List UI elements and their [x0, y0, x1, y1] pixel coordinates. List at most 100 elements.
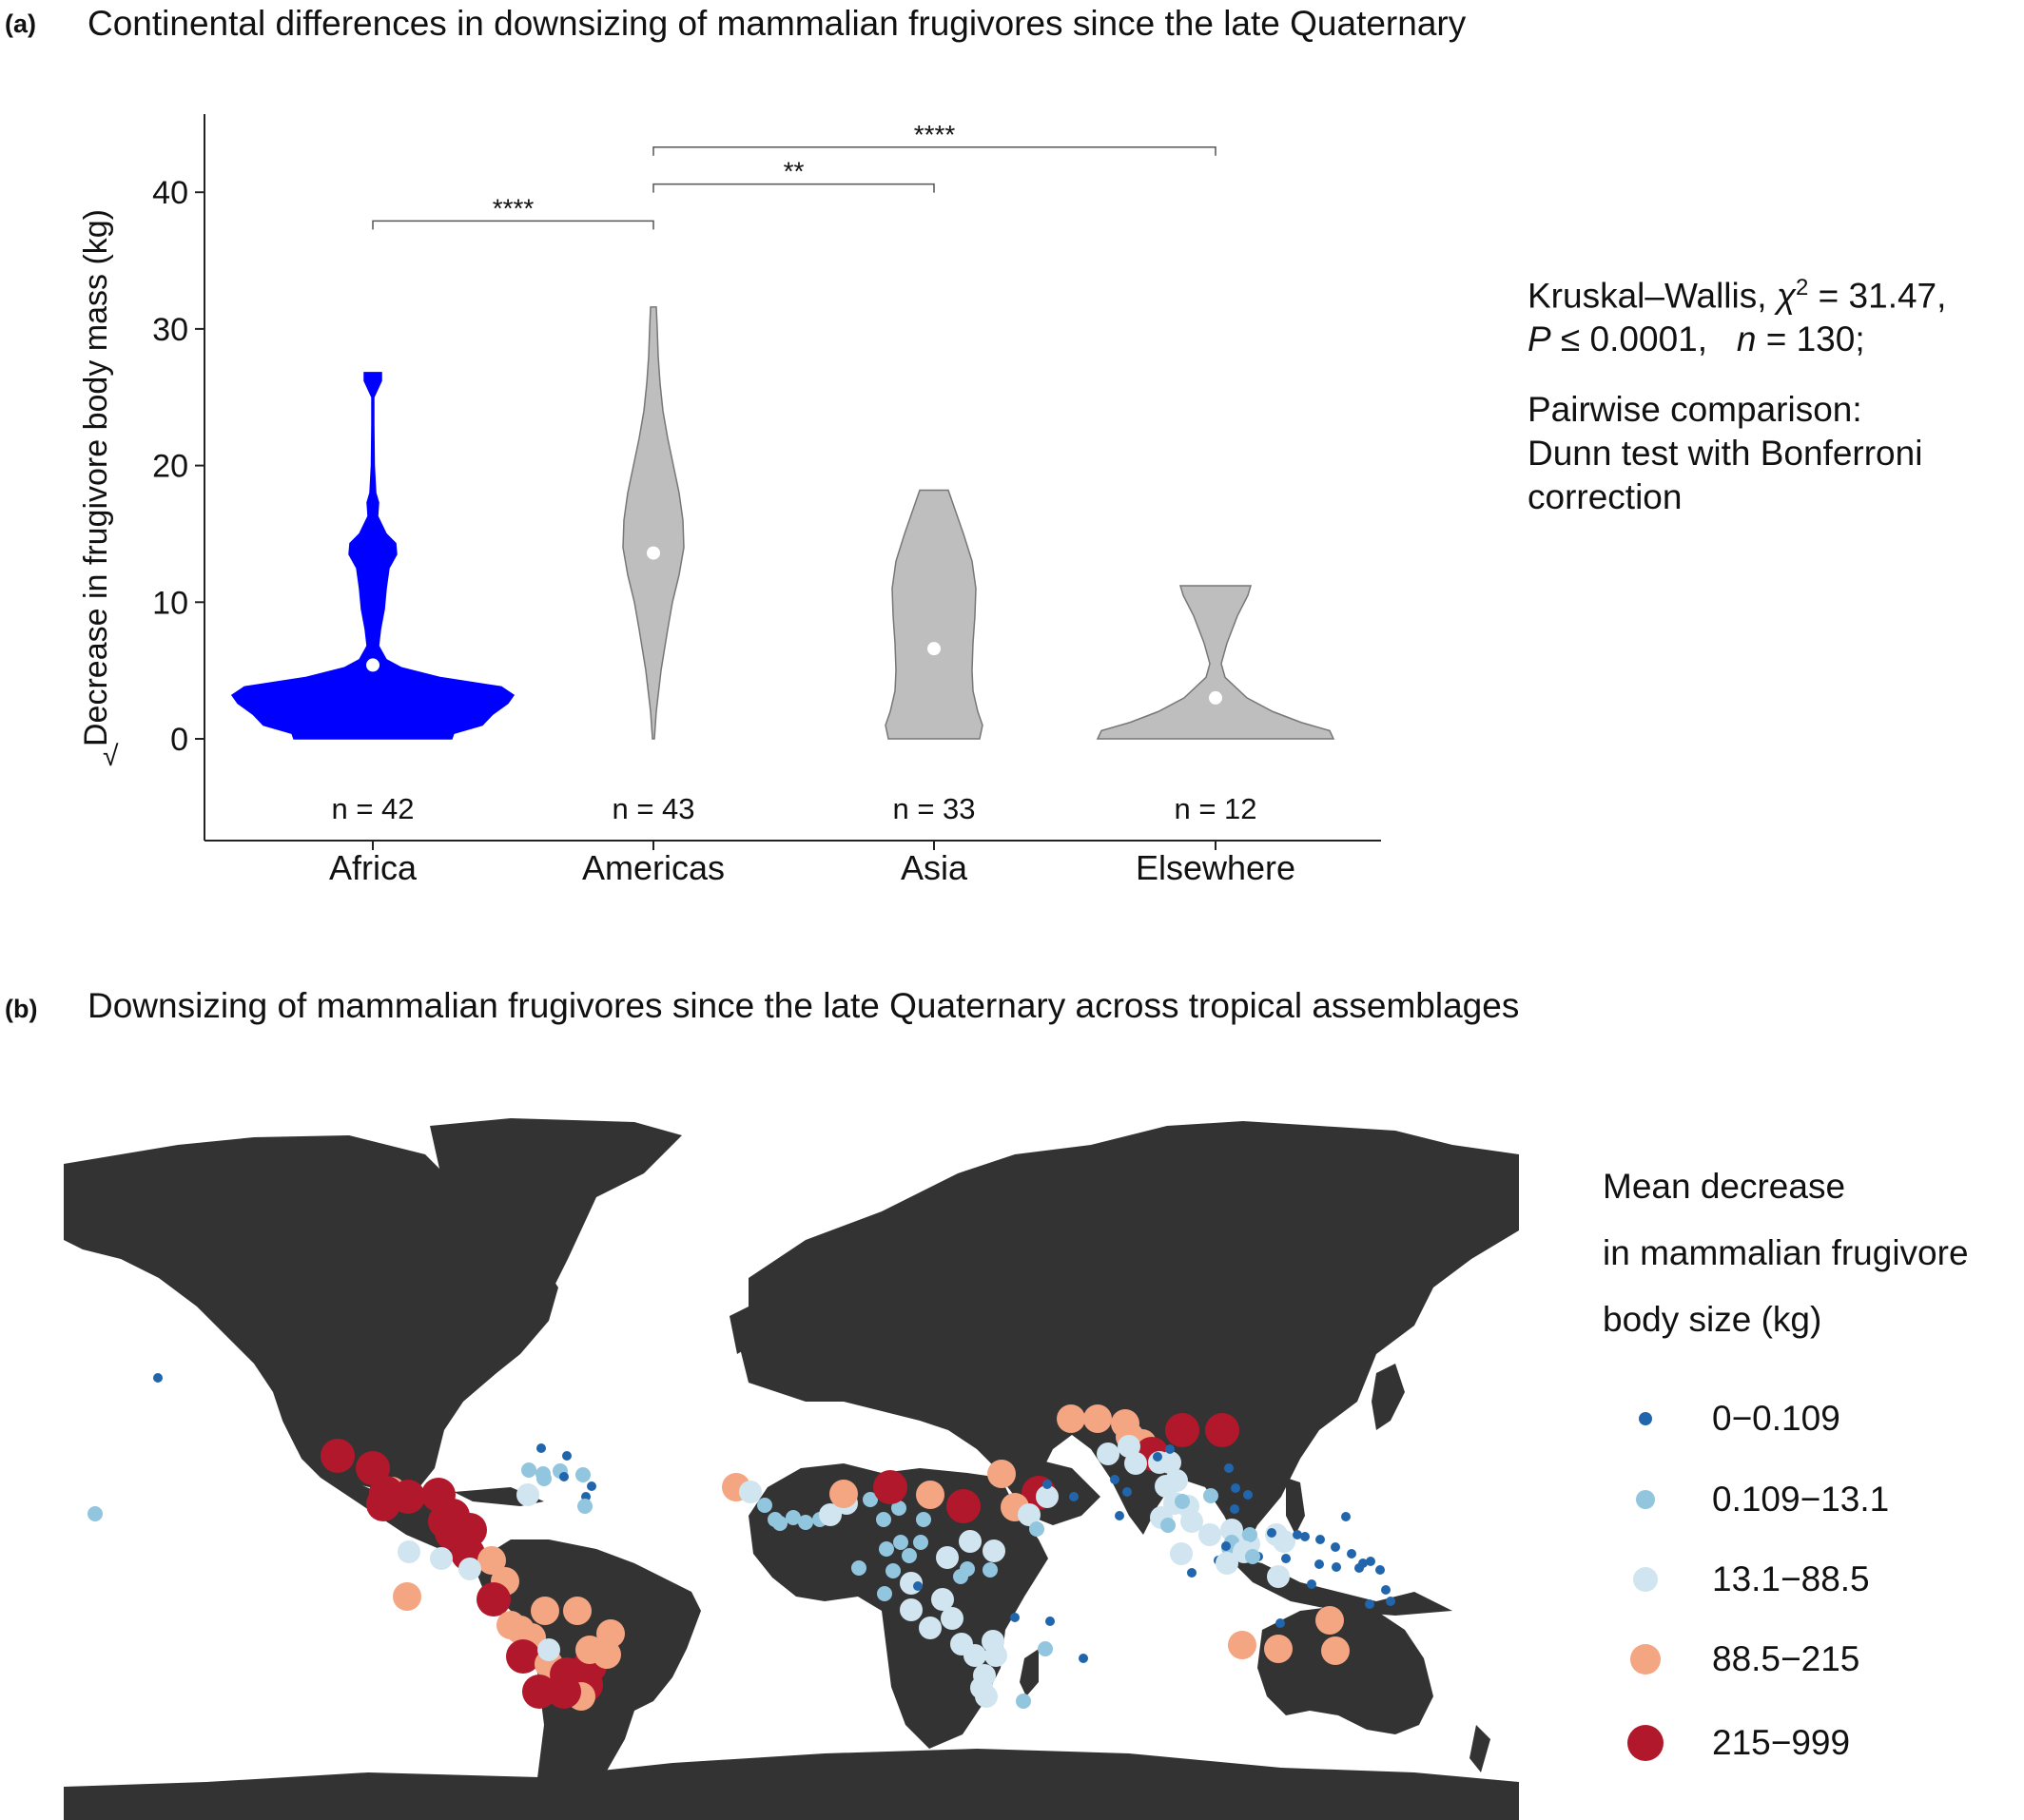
assemblage-point-172: [1170, 1542, 1193, 1565]
assemblage-point-15: [430, 1547, 453, 1570]
assemblage-point-19: [393, 1582, 421, 1611]
legend-label-1: 0.109−13.1: [1712, 1480, 1890, 1519]
australia: [1257, 1606, 1433, 1734]
assemblage-point-173: [1307, 1579, 1316, 1589]
assemblage-point-20: [477, 1582, 511, 1617]
assemblage-point-153: [1365, 1599, 1374, 1609]
assemblage-point-79: [953, 1569, 968, 1584]
assemblage-point-45: [516, 1483, 539, 1506]
uk: [730, 1307, 753, 1354]
legend-label-2: 13.1−88.5: [1712, 1559, 1870, 1598]
antarctica: [64, 1749, 1519, 1820]
assemblage-point-125: [1220, 1519, 1243, 1541]
y-tick-label-2: 20: [152, 449, 188, 485]
assemblage-point-73: [959, 1530, 982, 1553]
assemblage-point-52: [757, 1498, 772, 1513]
assemblage-point-25: [563, 1597, 592, 1625]
violin-chart: 0 10 20 30 40 Africa n = 42 Americas n = 43 Asia…: [78, 114, 1381, 887]
indonesia: [1224, 1554, 1452, 1616]
assemblage-point-65: [873, 1470, 907, 1504]
assemblage-point-164: [1122, 1487, 1132, 1497]
legend-item-4: 215−999: [1617, 1719, 1850, 1767]
assemblage-point-97: [879, 1541, 894, 1557]
assemblage-point-160: [1187, 1568, 1197, 1578]
assemblage-point-24: [531, 1597, 559, 1625]
stats-line-1: Kruskal–Wallis, χ2 = 31.47,: [1528, 275, 1947, 316]
panel-b-label: (b): [5, 995, 38, 1023]
assemblage-point-88: [984, 1644, 1007, 1667]
assemblage-point-131: [1242, 1527, 1257, 1542]
n-label-2: n = 33: [892, 792, 975, 825]
assemblage-point-14: [477, 1546, 506, 1575]
madagascar: [1020, 1649, 1039, 1696]
assemblage-point-178: [1228, 1631, 1256, 1659]
legend-item-2: 13.1−88.5: [1617, 1556, 1870, 1603]
assemblage-point-175: [1264, 1635, 1293, 1663]
assemblage-point-142: [1267, 1528, 1276, 1538]
assemblage-point-54: [772, 1516, 788, 1531]
assemblage-point-150: [1341, 1512, 1351, 1521]
assemblage-point-7: [366, 1487, 400, 1521]
assemblage-point-129: [1160, 1518, 1176, 1533]
legend-swatch-2: [1633, 1567, 1658, 1592]
assemblage-point-58: [819, 1503, 842, 1526]
assemblage-point-174: [1275, 1618, 1285, 1628]
x-tick-label-2: Asia: [901, 848, 968, 887]
assemblage-point-135: [1153, 1452, 1162, 1462]
assemblage-point-158: [1281, 1554, 1291, 1563]
violin-asia: [885, 489, 983, 740]
assemblage-point-96: [902, 1548, 917, 1563]
significance-bracket-1: [652, 183, 935, 193]
assemblage-point-155: [1358, 1559, 1368, 1568]
assemblage-point-95: [893, 1535, 908, 1550]
assemblage-point-41: [575, 1467, 591, 1482]
legend-label-0: 0−0.109: [1712, 1399, 1840, 1438]
x-tick-label-1: Americas: [582, 848, 725, 887]
assemblage-point-128: [1175, 1494, 1190, 1509]
assemblage-point-35: [537, 1638, 560, 1661]
assemblage-point-98: [851, 1560, 866, 1576]
assemblage-point-47: [587, 1481, 596, 1491]
assemblage-point-163: [1110, 1475, 1119, 1484]
assemblage-point-119: [1158, 1451, 1181, 1474]
panel-b-title: Downsizing of mammalian frugivores since…: [88, 986, 1520, 1025]
assemblage-point-140: [1230, 1504, 1239, 1514]
assemblage-point-115: [1124, 1452, 1147, 1475]
assemblage-point-139: [1243, 1490, 1253, 1500]
legend-item-3: 88.5−215: [1617, 1636, 1859, 1683]
violin-elsewhere: [1096, 585, 1335, 740]
assemblage-point-166: [1069, 1492, 1079, 1501]
assemblage-point-68: [987, 1460, 1016, 1488]
stats-annotation: Kruskal–Wallis, χ2 = 31.47, P ≤ 0.0001, …: [1528, 266, 1946, 519]
assemblage-point-61: [876, 1512, 891, 1527]
assemblage-point-91: [975, 1685, 998, 1708]
n-label-0: n = 42: [331, 792, 414, 825]
median-dot-elsewhere: [1209, 690, 1222, 705]
assemblage-point-46: [559, 1472, 569, 1481]
assemblage-point-102: [1079, 1654, 1088, 1663]
assemblage-point-177: [1321, 1636, 1350, 1665]
n-label-3: n = 12: [1174, 792, 1256, 825]
assemblage-point-114: [1097, 1442, 1119, 1465]
assemblage-point-141: [1221, 1541, 1231, 1551]
world-map: [64, 1118, 1519, 1820]
assemblage-point-154: [1381, 1585, 1391, 1595]
assemblage-point-144: [1315, 1535, 1325, 1544]
assemblage-point-51: [739, 1481, 762, 1503]
significance-bracket-2: [652, 146, 1216, 156]
assemblage-point-27: [506, 1639, 540, 1674]
assemblage-point-120: [1165, 1469, 1188, 1492]
assemblage-point-124: [1198, 1523, 1221, 1546]
assemblage-point-82: [900, 1598, 923, 1621]
assemblage-point-85: [941, 1607, 963, 1630]
assemblage-point-94: [1038, 1641, 1053, 1656]
significance-label-1: **: [784, 157, 805, 186]
assemblage-point-99: [877, 1586, 892, 1601]
assemblage-point-106: [1083, 1404, 1112, 1433]
violin-americas: [622, 306, 685, 740]
assemblage-point-80: [886, 1563, 901, 1578]
legend-label-3: 88.5−215: [1712, 1639, 1860, 1678]
assemblage-point-63: [916, 1512, 931, 1527]
assemblage-point-83: [931, 1588, 954, 1611]
assemblage-point-169: [1245, 1549, 1260, 1564]
